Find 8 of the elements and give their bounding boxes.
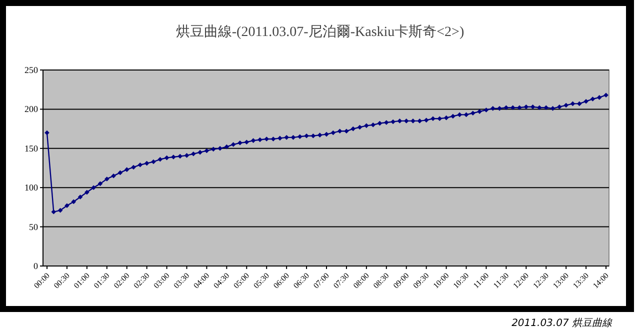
y-tick-label: 250 [24, 65, 38, 75]
y-tick-label: 0 [34, 261, 38, 271]
y-tick-label: 100 [24, 182, 38, 193]
y-tick-label: 200 [24, 104, 38, 114]
chart-title: 烘豆曲線-(2011.03.07-尼泊爾-Kaskiu卡斯奇<2>) [176, 24, 464, 40]
text: 2011.03.07 烘豆曲線 [512, 317, 613, 329]
y-tick-label: 50 [29, 222, 38, 232]
y-tick-label: 150 [24, 143, 38, 154]
